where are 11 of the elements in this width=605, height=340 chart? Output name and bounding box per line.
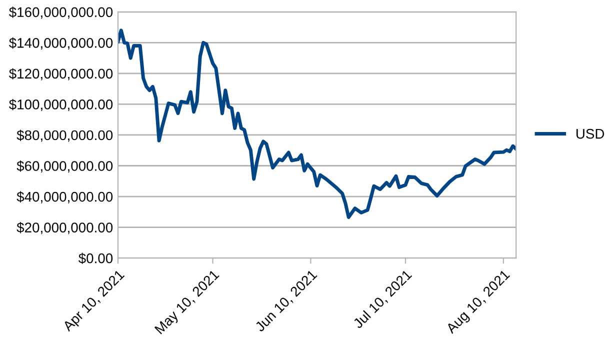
y-tick-label: $20,000,000.00 [16,222,113,234]
y-tick-label: $60,000,000.00 [16,160,113,173]
y-tick-label: $140,000,000.00 [9,37,113,50]
line-series [118,28,516,220]
legend-label: USD [576,128,604,139]
y-tick-label: $100,000,000.00 [9,98,113,112]
y-tick-label: $0.00 [78,252,113,264]
y-tick-label: $40,000,000.00 [16,191,113,204]
y-tick-label: $80,000,000.00 [16,130,113,142]
y-tick-label: $120,000,000.00 [9,68,113,80]
y-tick-label: $160,000,000.00 [9,6,113,19]
